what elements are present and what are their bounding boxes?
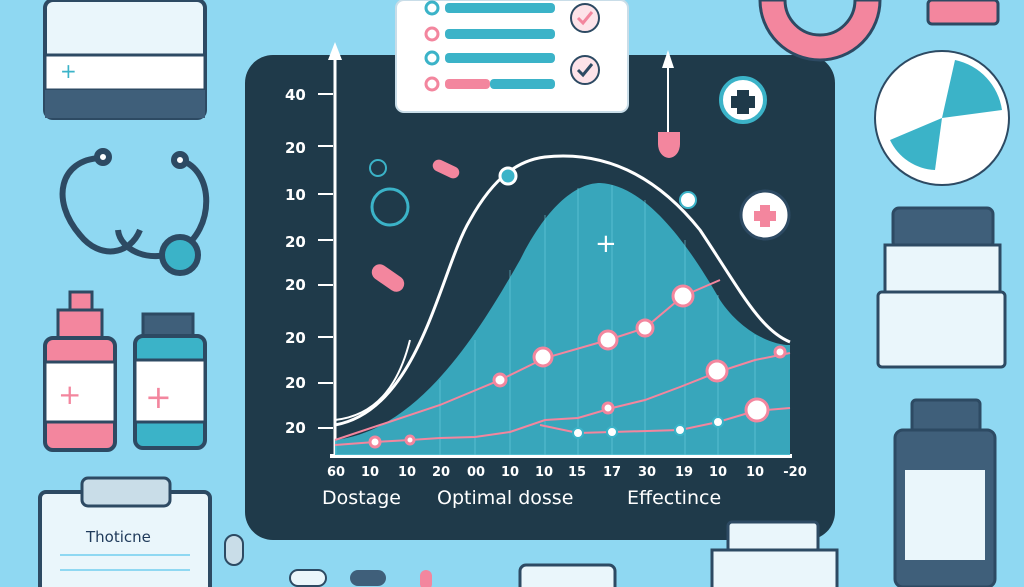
x-tick: 10 — [746, 465, 764, 480]
vial-icon — [893, 398, 997, 587]
x-tick: 00 — [467, 465, 485, 480]
x-tick: 10 — [398, 465, 416, 480]
y-tick: 10 — [285, 186, 306, 204]
x-tick: -20 — [783, 465, 807, 480]
medicine-bottle-icon: + — [133, 312, 207, 450]
x-tick: 30 — [638, 465, 656, 480]
x-label-dosage: Dostage — [322, 487, 401, 509]
checklist-icon — [395, 0, 629, 113]
pill-icon — [432, 159, 460, 179]
x-tick: 10 — [501, 465, 519, 480]
y-tick: 20 — [285, 276, 306, 294]
pill-icon — [224, 534, 432, 587]
y-tick: 20 — [285, 374, 306, 392]
y-axis-ticks: 40 20 10 20 20 20 20 20 — [285, 86, 333, 437]
dosage-curve — [334, 154, 791, 427]
x-label-optimal-dose: Optimal dosse — [437, 487, 573, 509]
x-tick: 15 — [568, 465, 586, 480]
y-tick: 20 — [285, 233, 306, 251]
svg-text:+: + — [595, 229, 617, 259]
x-tick: 17 — [603, 465, 621, 480]
x-label-effectiveness: Effectince — [627, 487, 721, 509]
medicine-bottle-icon — [518, 520, 839, 587]
x-tick: 20 — [432, 465, 450, 480]
medical-cross-icon — [719, 76, 791, 241]
clipboard-title: Thoticne — [85, 528, 151, 546]
virus-icon — [369, 159, 410, 227]
svg-text:+: + — [145, 378, 172, 416]
effect-area — [335, 183, 790, 455]
x-tick: 10 — [709, 465, 727, 480]
medicine-bottle-icon: + — [43, 290, 117, 452]
y-tick: 20 — [285, 329, 306, 347]
clipboard-icon — [38, 476, 212, 587]
y-tick: 20 — [285, 419, 306, 437]
x-tick: 10 — [361, 465, 379, 480]
x-axis-ticks: 60 10 10 20 00 10 10 15 17 30 19 10 10 -… — [327, 465, 807, 480]
pie-chart-icon — [758, 0, 1010, 186]
x-tick: 60 — [327, 465, 345, 480]
stethoscope-icon — [59, 148, 210, 276]
medicine-bottle-icon: + — [43, 0, 207, 120]
jar-icon — [876, 206, 1007, 369]
x-tick: 19 — [675, 465, 693, 480]
svg-text:+: + — [60, 59, 77, 83]
x-tick: 10 — [535, 465, 553, 480]
pill-icon — [371, 264, 405, 292]
y-tick: 40 — [285, 86, 306, 104]
svg-text:+: + — [58, 378, 81, 411]
y-tick: 20 — [285, 139, 306, 157]
